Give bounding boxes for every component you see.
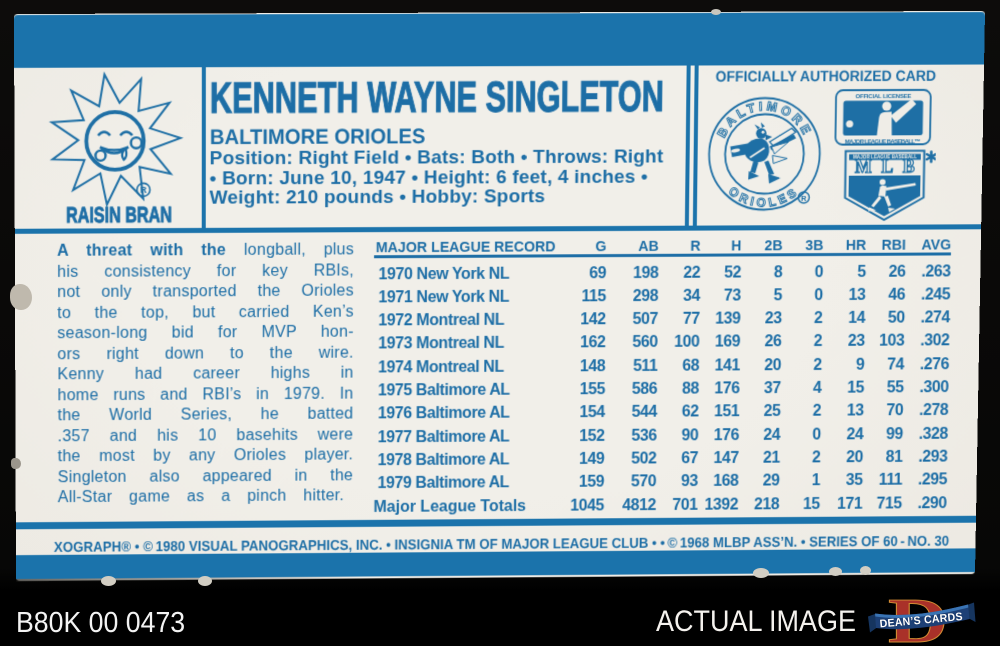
svg-text:MLB: MLB xyxy=(854,157,914,177)
svg-text:ORIOLES: ORIOLES xyxy=(726,183,802,209)
svg-text:R: R xyxy=(140,185,147,195)
svg-text:OFFICIAL LICENSEE: OFFICIAL LICENSEE xyxy=(855,93,911,100)
svg-text:R: R xyxy=(801,193,807,202)
svg-text:MAJOR LEAGUE BASEBALL: MAJOR LEAGUE BASEBALL xyxy=(853,155,917,160)
svg-text:MAJOR LEAGUE BASEBALL™: MAJOR LEAGUE BASEBALL™ xyxy=(845,138,921,145)
